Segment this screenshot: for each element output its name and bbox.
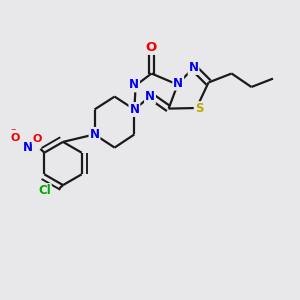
Text: N: N	[129, 78, 139, 92]
Text: N: N	[188, 61, 199, 74]
Text: N: N	[89, 128, 100, 141]
Text: O: O	[32, 134, 41, 144]
Text: ⁻: ⁻	[10, 127, 16, 137]
Text: S: S	[195, 102, 203, 115]
Text: O: O	[11, 133, 20, 143]
Text: O: O	[146, 41, 157, 54]
Text: Cl: Cl	[38, 184, 51, 197]
Text: N: N	[173, 76, 183, 90]
Text: N: N	[129, 103, 140, 116]
Text: N: N	[23, 141, 33, 154]
Text: N: N	[145, 90, 155, 104]
